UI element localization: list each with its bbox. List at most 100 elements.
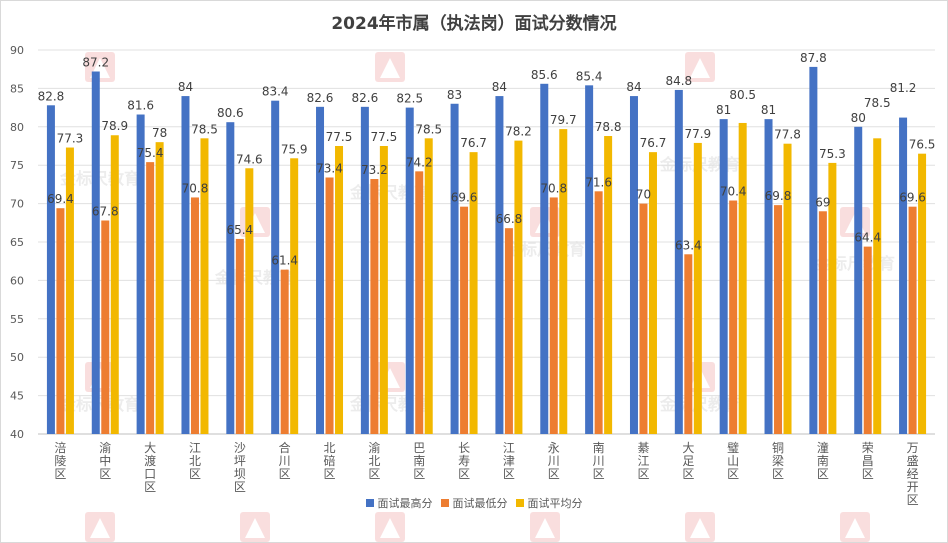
x-tick-label: 长寿区 xyxy=(458,441,470,481)
data-label: 84 xyxy=(626,80,641,94)
data-label: 71.6 xyxy=(585,175,612,189)
data-label: 63.4 xyxy=(675,238,702,252)
data-label: 75.4 xyxy=(137,146,164,160)
bar-avg xyxy=(873,138,882,434)
x-axis-ticks: 涪陵区 渝中区 大渡口区 江北区 沙坪坝区 合川区 北碚区 渝北区 巴南区 长寿区 江津区 永川区 南川… xyxy=(54,440,918,507)
bar-max xyxy=(316,106,325,434)
data-label: 82.6 xyxy=(352,91,379,105)
y-tick-label: 70 xyxy=(10,198,24,211)
x-tick-label: 渝北区 xyxy=(368,440,380,481)
data-label: 69.6 xyxy=(899,191,926,205)
y-tick-label: 50 xyxy=(10,351,24,364)
x-tick-label: 北碚区 xyxy=(324,441,336,481)
bar-max xyxy=(181,96,190,434)
bar-avg xyxy=(693,142,702,435)
data-label: 80.6 xyxy=(217,106,244,120)
data-label: 61.4 xyxy=(271,254,298,268)
data-label: 82.5 xyxy=(396,92,423,106)
watermark-logo xyxy=(840,512,870,542)
data-label: 65.4 xyxy=(226,223,253,237)
x-tick-label: 铜梁区 xyxy=(772,440,784,481)
bar-max xyxy=(585,85,594,434)
data-label: 76.5 xyxy=(909,138,936,152)
bar-max xyxy=(360,106,369,434)
x-tick-label: 巴南区 xyxy=(413,441,425,481)
bar-min xyxy=(729,200,738,434)
bar-min xyxy=(370,179,379,434)
data-label: 81.2 xyxy=(890,81,917,95)
bar-avg xyxy=(648,152,657,435)
bar-avg xyxy=(738,122,747,435)
chart-title: 2024年市属（执法岗）面试分数情况 xyxy=(331,14,617,34)
y-tick-label: 75 xyxy=(10,159,24,172)
bar-avg xyxy=(200,138,209,434)
data-label: 84 xyxy=(492,80,507,94)
bar-avg xyxy=(828,162,837,434)
bar-avg xyxy=(335,146,344,434)
bar-max xyxy=(719,119,728,435)
x-tick-label: 潼南区 xyxy=(817,440,829,481)
bar-max xyxy=(226,122,235,434)
bar-avg xyxy=(514,140,523,434)
data-label: 80.5 xyxy=(729,88,756,102)
data-label: 77.5 xyxy=(326,130,353,144)
y-tick-label: 45 xyxy=(10,390,24,403)
legend-label-max: 面试最高分 xyxy=(377,497,433,510)
data-label: 77.5 xyxy=(371,130,398,144)
data-label: 78.5 xyxy=(864,96,891,110)
watermark-logo xyxy=(240,512,270,542)
data-label: 70 xyxy=(636,188,651,202)
y-tick-label: 60 xyxy=(10,274,24,287)
legend-item-avg: 面试平均分 xyxy=(515,495,583,511)
x-tick-label: 大足区 xyxy=(682,441,694,481)
data-label: 69.4 xyxy=(47,192,74,206)
bar-max xyxy=(405,107,414,434)
bar-avg xyxy=(379,146,388,434)
legend-item-min: 面试最低分 xyxy=(440,495,508,511)
data-label: 73.4 xyxy=(316,161,343,175)
data-label: 77.8 xyxy=(774,128,801,142)
data-label: 83 xyxy=(447,88,462,102)
bar-max xyxy=(674,89,683,434)
data-label: 78.5 xyxy=(191,122,218,136)
bar-min xyxy=(639,203,648,434)
legend-swatch-min xyxy=(440,499,449,507)
bar-min xyxy=(146,162,155,435)
data-label: 80 xyxy=(851,111,866,125)
watermark-logo xyxy=(530,512,560,542)
bar-min xyxy=(460,206,469,434)
bar-avg xyxy=(604,136,613,435)
data-label: 84.8 xyxy=(665,74,692,88)
bar-avg xyxy=(155,142,164,434)
bar-min xyxy=(549,197,558,434)
legend-label-avg: 面试平均分 xyxy=(527,497,583,510)
bar-max xyxy=(809,66,818,435)
y-tick-label: 55 xyxy=(10,313,24,326)
x-tick-label: 江津区 xyxy=(503,441,515,481)
bar-avg xyxy=(783,143,792,435)
x-tick-label: 永川区 xyxy=(548,441,560,481)
bar-avg xyxy=(245,168,254,434)
data-label: 87.8 xyxy=(800,51,827,65)
bar-avg xyxy=(918,153,927,434)
legend-swatch-avg xyxy=(515,499,524,507)
y-axis-ticks: 40 45 50 55 60 65 70 75 80 85 90 xyxy=(10,44,24,441)
data-label: 75.9 xyxy=(281,142,308,156)
watermark-logo xyxy=(685,512,715,542)
x-tick-label: 大渡口区 xyxy=(144,441,156,494)
data-label: 81.6 xyxy=(127,99,154,113)
bar-min xyxy=(190,197,199,434)
bar-avg xyxy=(469,152,478,435)
data-label: 78.5 xyxy=(415,122,442,136)
bar-max xyxy=(450,103,459,434)
data-label: 70.4 xyxy=(720,185,747,199)
y-tick-label: 85 xyxy=(10,82,24,95)
data-label: 82.6 xyxy=(307,91,334,105)
data-label: 69.8 xyxy=(765,189,792,203)
data-label: 70.8 xyxy=(540,181,567,195)
bar-min xyxy=(863,246,872,434)
bar-max xyxy=(629,96,638,434)
data-label: 74.2 xyxy=(406,155,433,169)
data-label: 78.2 xyxy=(505,125,532,139)
